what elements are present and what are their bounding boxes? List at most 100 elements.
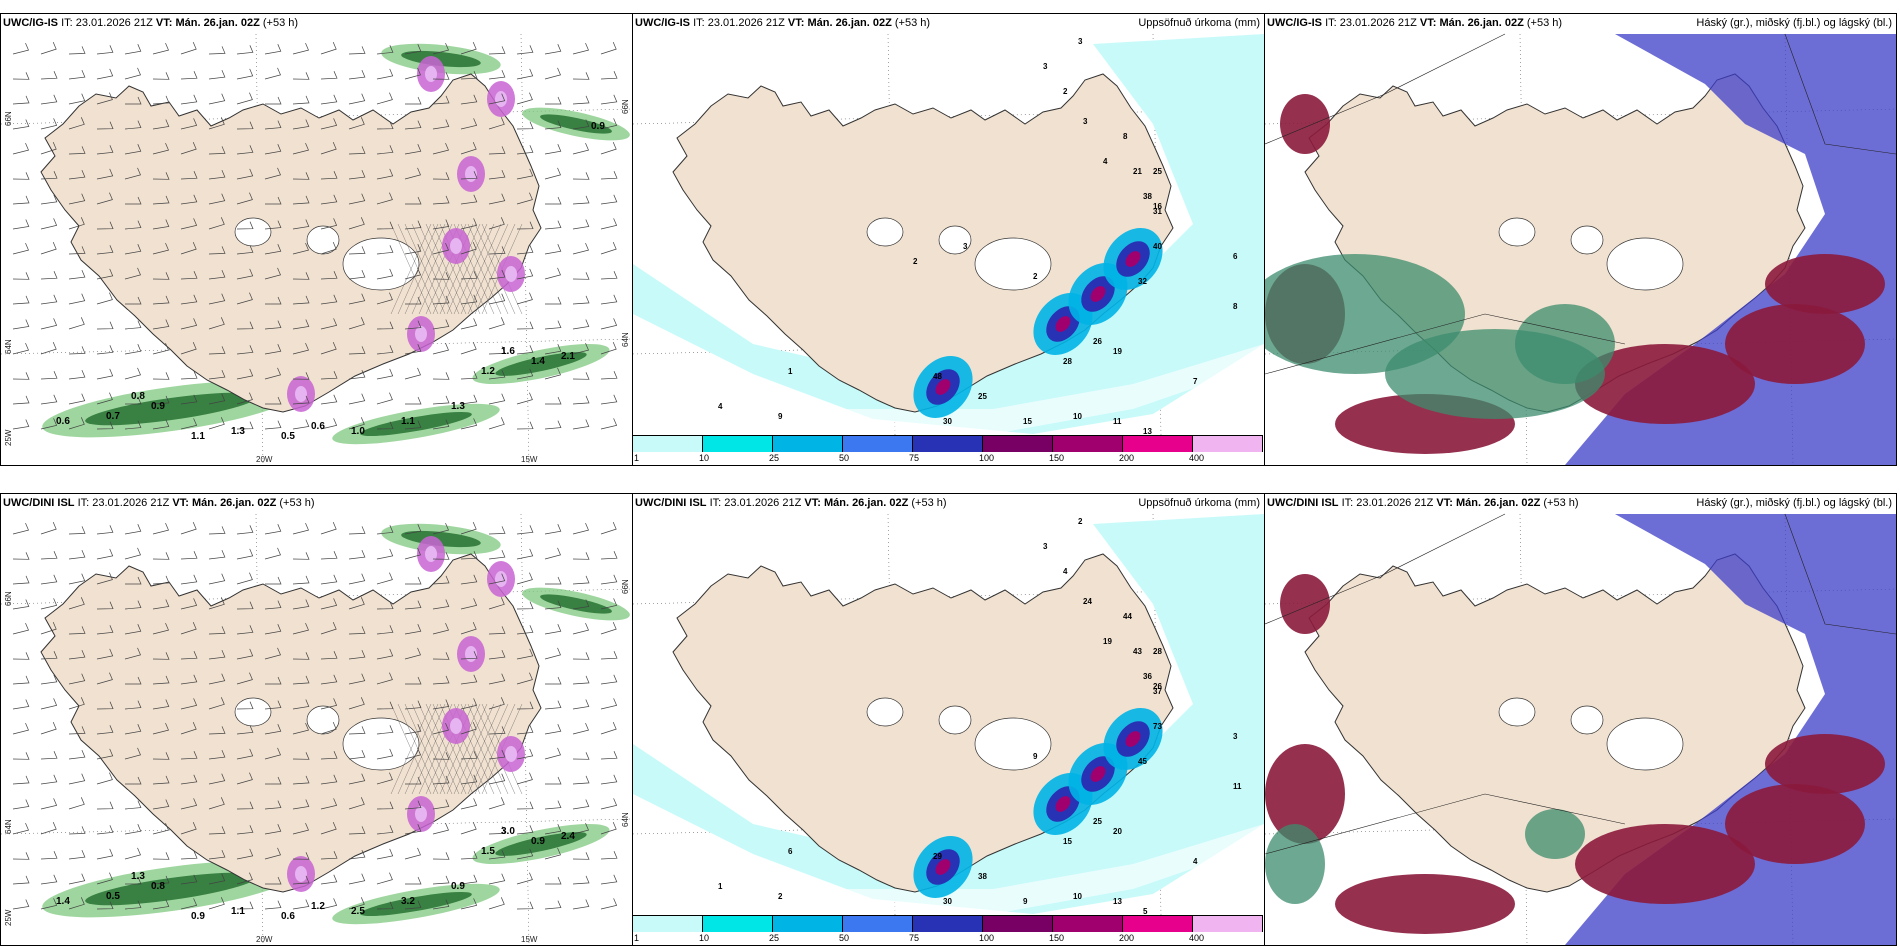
high-cloud-area — [1515, 304, 1615, 384]
wind-barb — [208, 146, 226, 155]
cloud-map[interactable] — [1265, 14, 1896, 465]
precip-extreme — [1090, 766, 1106, 782]
wind-barb — [348, 193, 366, 205]
wind-barb — [68, 873, 86, 885]
precip-value-label: 3 — [1043, 542, 1048, 551]
wind-barbs — [12, 521, 618, 910]
wind-barb — [68, 246, 86, 255]
wind-barb — [124, 167, 141, 180]
wind-barb — [320, 94, 338, 105]
wind-barb — [320, 651, 338, 660]
model-name: UWC/IG-IS — [3, 17, 58, 29]
cloud-map[interactable] — [1265, 494, 1896, 945]
wind-barb — [40, 851, 58, 860]
wind-barb — [488, 193, 506, 205]
wind-barb — [405, 676, 422, 685]
wind-barb — [544, 420, 562, 430]
hatch-line — [460, 223, 502, 315]
snow-core — [505, 746, 517, 762]
wind-barb — [348, 649, 366, 660]
wind-barb — [460, 118, 478, 130]
precip-value-label: 3 — [1233, 732, 1238, 741]
wind-barb — [180, 898, 198, 910]
wind-barb — [96, 725, 114, 735]
langjokull-glacier — [866, 217, 904, 247]
lat-label-64: 64N — [4, 819, 13, 834]
wind-barb — [376, 321, 394, 330]
wind-barb — [545, 676, 562, 685]
vt-value: Mán. 26.jan. 02Z — [175, 17, 260, 29]
wind-barb — [320, 751, 338, 760]
wind-barb — [404, 167, 421, 180]
wind-barb — [376, 221, 394, 230]
wind-barb — [40, 394, 58, 405]
wind-barb — [264, 524, 282, 535]
wind-barb — [12, 172, 30, 180]
wind-barb — [236, 221, 254, 230]
wind-barb — [572, 419, 590, 430]
wind-barb — [488, 317, 505, 330]
wind-value-label: 1.0 — [351, 426, 365, 437]
wind-barb — [572, 242, 589, 255]
wind-barb — [236, 68, 254, 80]
wind-barb — [516, 901, 534, 910]
wind-barb — [488, 697, 505, 710]
wind-barb — [68, 317, 85, 330]
wind-barb — [320, 621, 337, 635]
wind-barb — [124, 144, 142, 155]
wind-barb — [180, 418, 198, 430]
wind-barb — [488, 873, 506, 885]
wind-barb — [236, 192, 253, 205]
panel-cloud-top: UWC/IG-IS IT: 23.01.2026 21Z VT: Mán. 26… — [1264, 13, 1897, 466]
wind-barb — [404, 847, 421, 860]
snow-core — [425, 66, 437, 82]
wind-barb — [516, 525, 534, 535]
wind-barb — [432, 799, 450, 810]
wind-barb — [600, 71, 618, 80]
precip-value-label: 13 — [1143, 427, 1152, 435]
vatnajokull-glacier — [342, 237, 420, 291]
wind-barb — [348, 673, 366, 685]
model-name: UWC/IG-IS — [635, 17, 690, 29]
wind-barb — [12, 72, 30, 80]
precip-value-label: 32 — [1138, 277, 1147, 286]
wind-barb — [432, 899, 450, 910]
wind-barb — [432, 752, 450, 760]
wind-barb — [12, 95, 30, 105]
wind-barb — [96, 848, 114, 860]
wind-barb — [292, 172, 310, 180]
wind-barb — [348, 46, 366, 55]
hatch-line — [467, 223, 509, 315]
wind-value-label: 1.3 — [231, 426, 245, 437]
wind-barb — [516, 772, 533, 785]
wind-barb — [544, 624, 562, 635]
legend-swatch — [703, 916, 773, 932]
wind-barb — [264, 647, 281, 660]
wind-barb — [432, 219, 450, 230]
wind-barb — [600, 621, 617, 635]
wind-barb — [348, 293, 366, 305]
wind-value-label: 1.1 — [401, 416, 415, 427]
wind-barb — [572, 272, 590, 280]
wind-barb — [432, 419, 450, 430]
vt-value: Mán. 26.jan. 02Z — [807, 17, 892, 29]
model-name: UWC/IG-IS — [1267, 17, 1322, 29]
wind-barb — [516, 368, 534, 380]
hofsjokull-glacier — [306, 705, 340, 735]
wind-barb — [376, 825, 394, 835]
wind-barb — [488, 797, 505, 810]
legend-swatch — [843, 436, 913, 452]
wind-barb — [208, 673, 226, 685]
wind-barb — [264, 244, 282, 255]
wind-barb — [152, 272, 170, 280]
legend-swatch — [633, 436, 703, 452]
wind-barb — [572, 599, 590, 610]
panel-header: UWC/IG-IS IT: 23.01.2026 21Z VT: Mán. 26… — [3, 15, 628, 31]
wind-barb — [460, 851, 478, 860]
wind-map[interactable]: 1.4 0.5 1.3 0.8 0.9 1.1 0.6 1.2 2.5 3.2 0.9 1.5 3.0 0… — [1, 494, 632, 945]
wind-barb — [516, 92, 533, 105]
wind-map[interactable]: 0.6 0.7 0.8 0.9 1.1 1.3 0.5 0.6 1.0 1.1 1.3 1.2 1.6 1… — [1, 14, 632, 465]
wind-barb — [265, 676, 282, 685]
